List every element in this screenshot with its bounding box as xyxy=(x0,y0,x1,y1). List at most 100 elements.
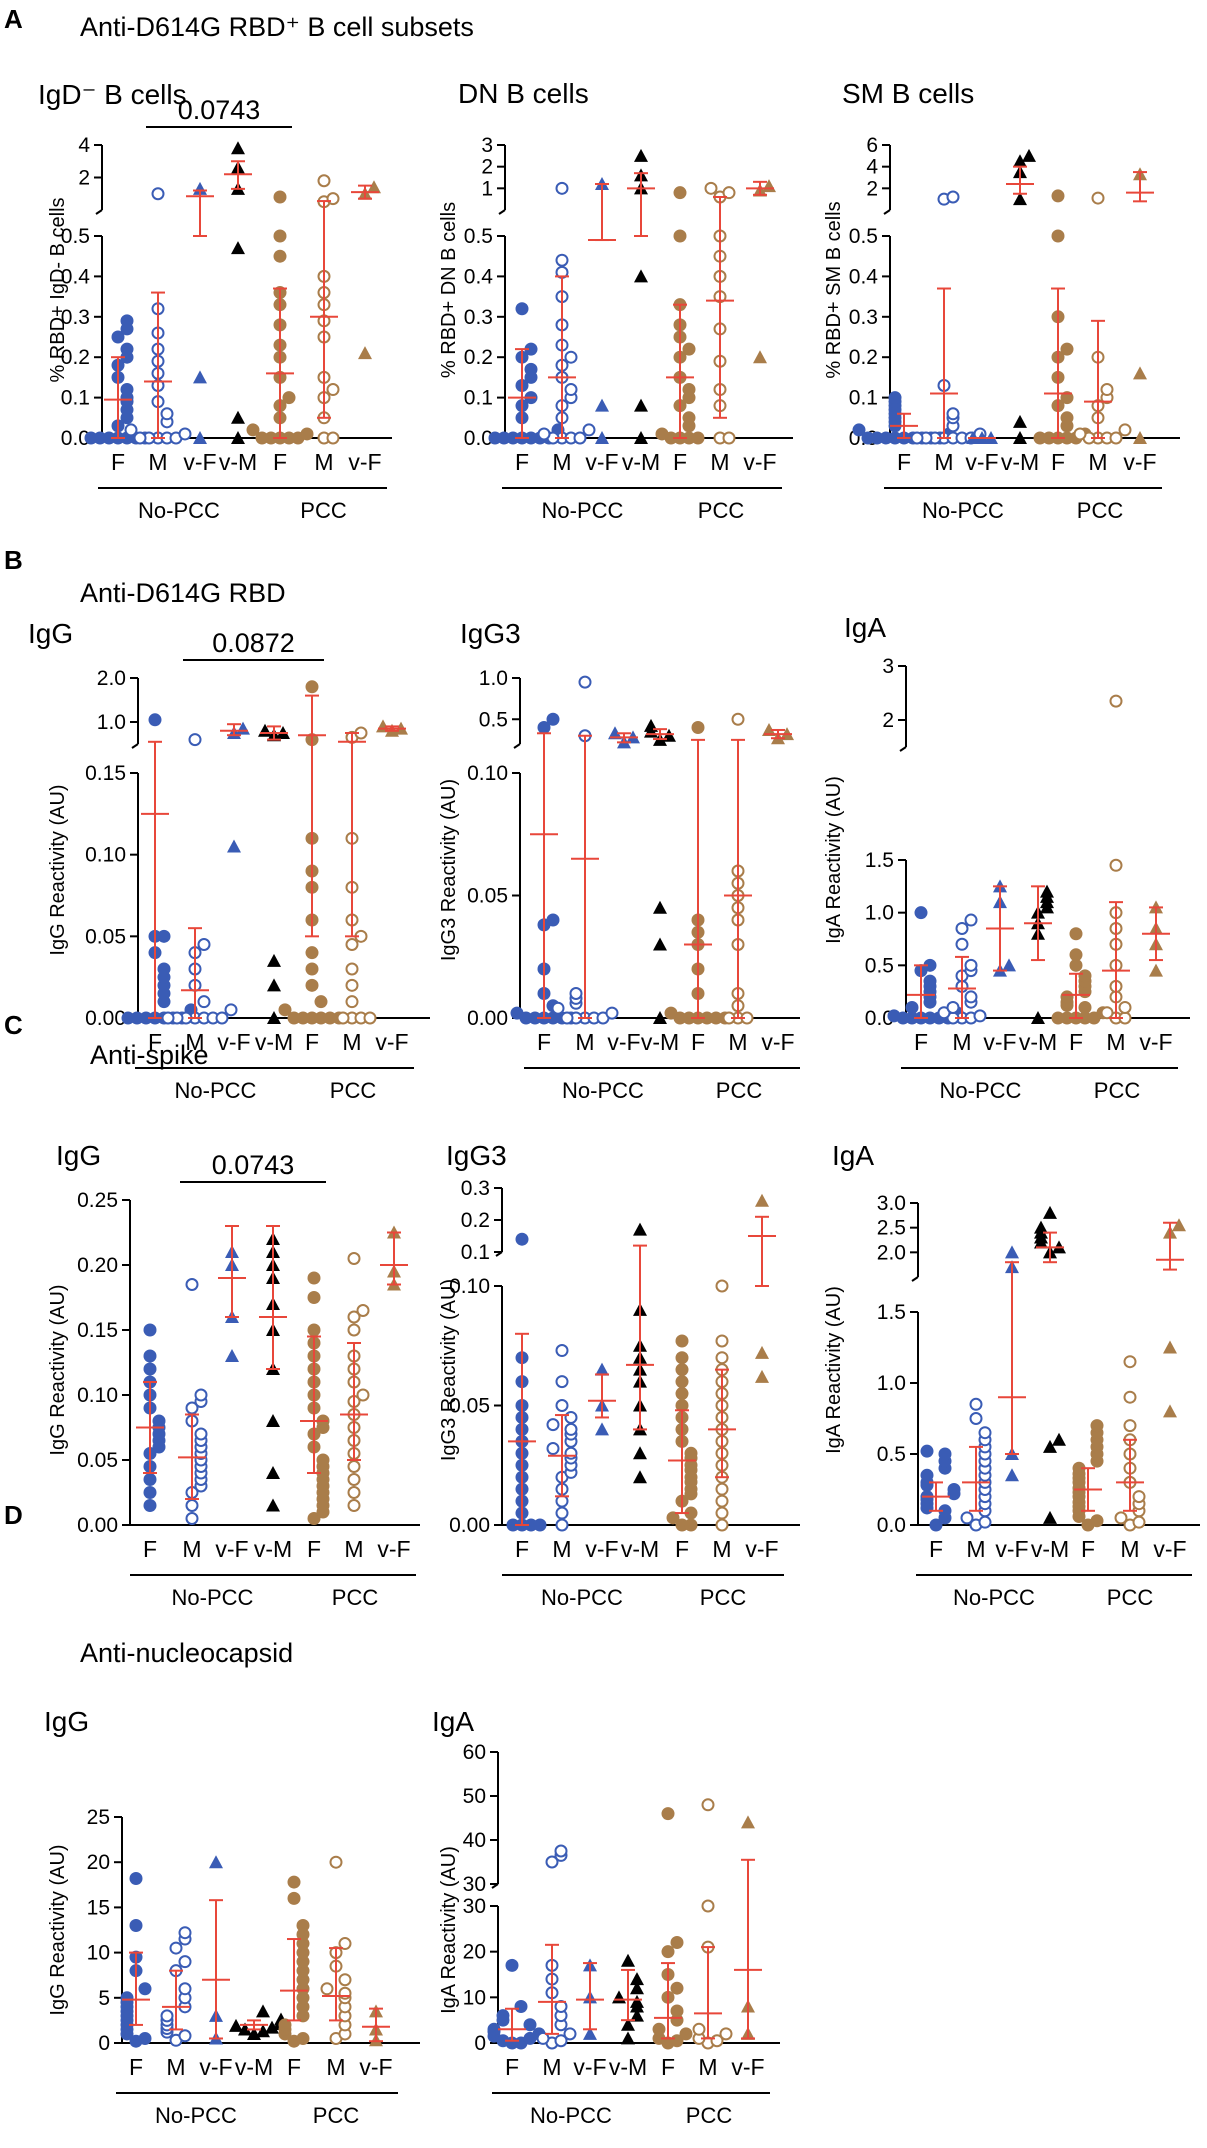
chart8-point-v-f xyxy=(1172,1218,1186,1232)
chart2-x-tick-label: F xyxy=(1051,449,1065,475)
chart6-point-f xyxy=(143,1486,157,1499)
chart1-group-label: PCC xyxy=(698,498,745,523)
chart0-y-tick-label: 0.3 xyxy=(61,306,90,329)
chart0-point-f xyxy=(111,330,125,344)
chart7-point-f xyxy=(524,1518,538,1532)
chart4-y-tick-label: 1.0 xyxy=(479,667,508,690)
chart10-point-f xyxy=(661,1807,675,1821)
chart1-point-f xyxy=(682,342,696,356)
chart7-group-label: PCC xyxy=(700,1585,747,1610)
chart7-point-f xyxy=(684,1518,698,1532)
chart7-y-tick-label: 0.10 xyxy=(449,1275,490,1298)
chart2-y-tick-label: 2 xyxy=(866,177,878,200)
chart2-point-v-m xyxy=(1013,192,1027,206)
chart1-point-f xyxy=(524,431,538,445)
chart8-point-v-f xyxy=(1005,1468,1019,1482)
chart8-y-tick-label: 0.5 xyxy=(877,1443,906,1466)
chart9-y-tick-label: 5 xyxy=(98,1987,110,2010)
chart0-point-m xyxy=(133,431,147,445)
chart1-x-tick-label: M xyxy=(710,449,729,475)
chart10-point-m xyxy=(692,2022,706,2036)
chart0-y-tick-label: 4 xyxy=(78,134,90,157)
chart3-point-m xyxy=(345,995,359,1009)
chart4-y-tick-label: 0.00 xyxy=(467,1007,508,1030)
chart10-group-label: PCC xyxy=(686,2103,733,2128)
chart10-point-v-m xyxy=(621,1953,635,1967)
chart8-point-m xyxy=(969,1412,983,1425)
chart7-point-v-f xyxy=(595,1362,609,1376)
chart8-x-tick-label: v-F xyxy=(1153,1536,1186,1562)
chart9-point-m xyxy=(320,1982,334,1996)
chart9-point-m xyxy=(169,1941,183,1955)
chart6-point-m xyxy=(194,1427,208,1441)
chart9-point-v-m xyxy=(229,2018,243,2032)
chart7-point-m xyxy=(555,1399,569,1412)
chart-title-b-igg: IgG xyxy=(28,618,74,649)
chart4-x-tick-label: v-F xyxy=(607,1029,640,1055)
chart9-point-f xyxy=(296,1928,310,1942)
chart6-point-f xyxy=(152,1414,166,1428)
chart6-pvalue-label: 0.0743 xyxy=(212,1150,295,1180)
chart4-axis-break xyxy=(513,743,521,749)
chart8-y-tick-label: 0.0 xyxy=(877,1514,906,1537)
chart0-y-label: % RBD+ IgD- B cells xyxy=(47,197,69,382)
chart10-point-f xyxy=(679,2027,693,2041)
chart5-group-label: PCC xyxy=(1094,1078,1141,1103)
chart8-group-label: PCC xyxy=(1107,1585,1154,1610)
chart4-y-tick-label: 0.10 xyxy=(467,762,508,785)
chart2-y-tick-label: 0.2 xyxy=(849,346,878,369)
chart1-y-label: % RBD+ DN B cells xyxy=(438,202,460,378)
chart1-y-tick-label: 0.2 xyxy=(464,346,493,369)
chart2-y-tick-label: 0.3 xyxy=(849,306,878,329)
chart8-point-m xyxy=(1123,1419,1137,1433)
chart1-point-f xyxy=(682,383,696,397)
chart5-point-m xyxy=(1109,858,1123,872)
chart5-point-f xyxy=(1069,948,1083,962)
chart10-point-v-m xyxy=(630,1994,644,2008)
chart6-group-label: PCC xyxy=(332,1585,379,1610)
chart7-point-v-f xyxy=(755,1193,769,1207)
chart2-point-m xyxy=(946,190,960,204)
chart9-point-f xyxy=(296,2000,310,2014)
chart-title-c-igg: IgG xyxy=(56,1140,102,1171)
chart6-x-tick-label: F xyxy=(307,1536,321,1562)
chart9-point-m xyxy=(329,1855,343,1869)
chart10-point-f xyxy=(523,2018,537,2032)
chart9-point-v-m xyxy=(256,2024,270,2038)
chart6-point-m xyxy=(185,1499,199,1512)
chart5-x-tick-label: F xyxy=(914,1029,928,1055)
chart2-y-tick-label: 0.5 xyxy=(849,225,878,248)
chart8-point-f xyxy=(929,1518,943,1532)
chart9-point-f xyxy=(296,1964,310,1978)
chart-title-b-iga: IgA xyxy=(844,612,887,643)
chart2-y-tick-label: 4 xyxy=(866,156,878,179)
chart5-point-f xyxy=(914,906,928,920)
chart3-axis-break xyxy=(131,743,139,749)
chart3-point-m xyxy=(197,938,211,951)
chart9-y-tick-label: 20 xyxy=(87,1851,110,1874)
chart3-point-m xyxy=(336,1011,350,1025)
chart3-point-f xyxy=(121,1011,135,1025)
chart7-point-m xyxy=(564,1410,578,1424)
chart5-point-v-m xyxy=(1040,884,1054,898)
chart5-point-m xyxy=(1109,694,1123,708)
chart1-y-tick-label: 3 xyxy=(481,134,493,157)
chart6-point-f xyxy=(307,1271,321,1285)
chart0-y-tick-label: 0.5 xyxy=(61,225,90,248)
chart5-point-m xyxy=(1100,1006,1114,1020)
chart10-y-tick-label: 20 xyxy=(463,1941,486,1964)
chart0-point-m xyxy=(124,423,138,437)
chart10-point-v-f xyxy=(583,2026,597,2040)
chart2-point-v-m xyxy=(1022,148,1036,162)
chart8-point-f xyxy=(920,1468,934,1482)
chart5-y-tick-label: 0.5 xyxy=(865,954,894,977)
chart8-point-m xyxy=(978,1426,992,1440)
chart8-point-m xyxy=(969,1397,983,1411)
chart3-point-f xyxy=(305,946,319,960)
chart6-y-tick-label: 0.10 xyxy=(77,1384,118,1407)
chart5-y-tick-label: 2 xyxy=(882,709,894,732)
chart4-point-m xyxy=(731,712,745,726)
chart3-point-v-m xyxy=(267,953,281,967)
chart0-point-f xyxy=(120,314,134,328)
